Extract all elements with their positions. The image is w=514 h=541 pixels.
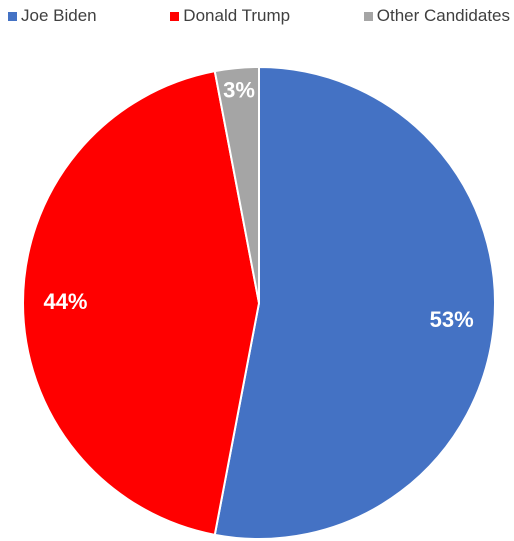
legend-item-other: Other Candidates xyxy=(363,6,510,26)
legend-item-biden: Joe Biden xyxy=(8,6,97,26)
legend-label-other: Other Candidates xyxy=(376,6,510,25)
slice-other xyxy=(213,65,260,304)
legend-swatch-biden xyxy=(8,11,17,21)
legend-item-trump: Donald Trump xyxy=(170,6,290,26)
slice-label-biden: 53% xyxy=(430,307,474,332)
chart-legend: Joe Biden Donald Trump Other Candidates xyxy=(8,5,510,27)
legend-swatch-other xyxy=(363,11,373,21)
legend-swatch-trump xyxy=(170,11,180,21)
legend-label-trump: Donald Trump xyxy=(183,6,291,25)
slice-label-trump: 44% xyxy=(43,289,87,314)
slice-biden xyxy=(213,65,496,540)
slice-trump xyxy=(22,70,261,536)
slice-label-other: 3% xyxy=(223,77,255,102)
legend-label-biden: Joe Biden xyxy=(21,6,97,25)
